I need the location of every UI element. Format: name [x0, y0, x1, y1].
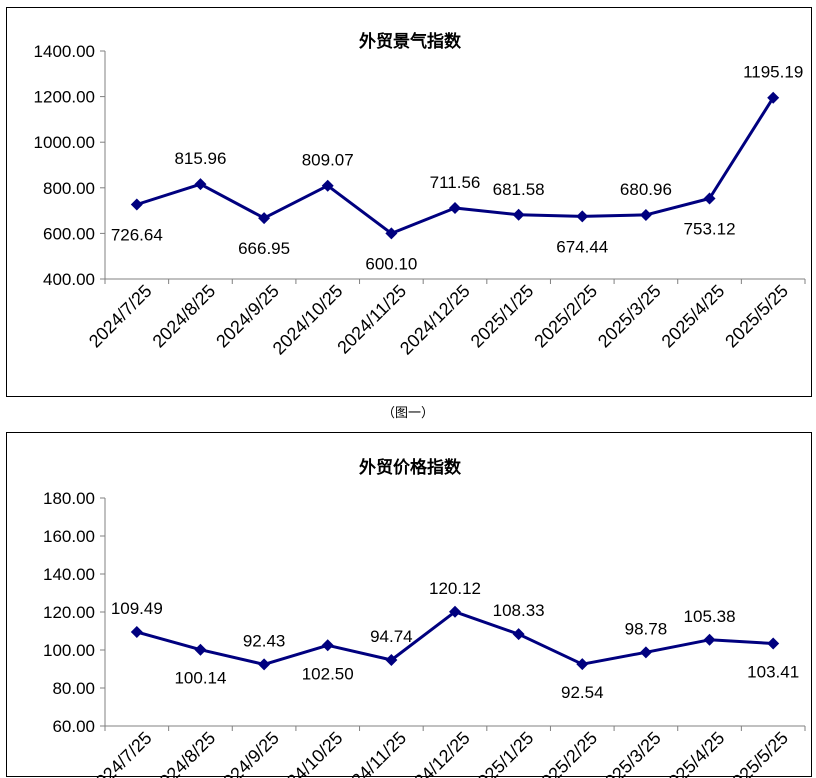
y-tick-label: 80.00 — [52, 679, 95, 698]
x-tick-label: 2025/1/25 — [467, 281, 538, 352]
x-tick-label: 2025/5/25 — [721, 281, 792, 352]
data-label: 109.49 — [111, 599, 163, 618]
data-point-marker — [194, 178, 207, 191]
chart-panel-trade-climate: 外贸景气指数 400.00 600.00 800.00 1000.00 1200.00 14… — [6, 7, 812, 397]
data-point-marker — [576, 210, 589, 223]
chart-title: 外贸景气指数 — [359, 31, 462, 52]
data-point-marker — [385, 653, 398, 666]
data-point-marker — [703, 192, 716, 205]
data-point-marker — [639, 208, 652, 221]
data-label: 108.33 — [493, 601, 545, 620]
y-tick-label: 120.00 — [43, 603, 95, 622]
data-point-marker — [130, 198, 143, 211]
y-tick-label: 1400.00 — [34, 42, 95, 61]
data-point-marker — [321, 179, 334, 192]
data-label: 711.56 — [430, 173, 481, 192]
y-tick-label: 600.00 — [43, 224, 95, 243]
y-tick-label: 1200.00 — [34, 88, 95, 107]
data-point-marker — [512, 208, 525, 221]
x-tick-label: 2025/2/25 — [530, 728, 601, 778]
data-point-marker — [258, 658, 271, 671]
y-tick-label: 400.00 — [43, 270, 95, 289]
data-label: 103.41 — [747, 663, 799, 682]
data-label: 680.96 — [620, 180, 672, 199]
x-tick-label: 2024/10/25 — [269, 728, 347, 778]
x-tick-label: 2024/8/25 — [149, 728, 220, 778]
x-tick-label: 2025/5/25 — [721, 728, 792, 778]
data-label: 809.07 — [302, 151, 354, 170]
data-label: 92.54 — [561, 683, 604, 702]
x-tick-label: 2024/9/25 — [212, 728, 283, 778]
data-point-marker — [258, 212, 271, 225]
chart-title: 外贸价格指数 — [359, 457, 462, 478]
data-label: 120.12 — [429, 579, 481, 598]
data-label: 92.43 — [243, 631, 286, 650]
trade-climate-chart: 外贸景气指数 400.00 600.00 800.00 1000.00 1200.00 14… — [34, 31, 806, 359]
x-tick-label: 2025/3/25 — [594, 281, 665, 352]
data-label: 1195.19 — [743, 63, 803, 82]
x-tick-label: 2024/11/25 — [333, 728, 410, 778]
data-point-marker — [449, 201, 461, 214]
data-label: 98.78 — [625, 619, 668, 638]
x-tick-label: 2024/12/25 — [396, 728, 474, 778]
data-point-marker — [321, 639, 334, 652]
x-tick-label: 2025/4/25 — [658, 281, 729, 352]
series-line — [136, 610, 774, 666]
x-tick-label: 2025/3/25 — [594, 728, 665, 778]
data-point-marker — [639, 646, 652, 659]
data-label: 674.44 — [556, 237, 608, 256]
x-tick-label: 2024/8/25 — [149, 281, 220, 352]
data-label: 105.38 — [684, 607, 736, 626]
data-label: 753.12 — [684, 219, 736, 238]
x-tick-label: 2024/7/25 — [85, 281, 156, 352]
y-tick-label: 100.00 — [43, 641, 95, 660]
x-tick-label: 2025/2/25 — [530, 281, 601, 352]
data-point-marker — [194, 643, 207, 656]
trade-price-chart: 外贸价格指数 60.00 80.00 100.00 120.00 140.00 160.00… — [43, 457, 806, 778]
data-point-marker — [703, 633, 716, 646]
y-tick-label: 800.00 — [43, 179, 95, 198]
data-label: 102.50 — [302, 664, 354, 683]
y-tick-label: 60.00 — [52, 717, 95, 736]
data-point-marker — [767, 637, 780, 650]
data-point-marker — [385, 227, 398, 240]
y-tick-label: 1000.00 — [34, 133, 95, 152]
figure-caption: （图一） — [381, 406, 434, 421]
data-label: 600.10 — [365, 254, 417, 273]
x-tick-label: 2025/4/25 — [658, 728, 729, 778]
data-point-marker — [130, 625, 143, 638]
data-label: 94.74 — [370, 627, 413, 646]
data-point-marker — [512, 628, 525, 641]
y-tick-label: 180.00 — [43, 489, 95, 508]
chart-panel-trade-price: 外贸价格指数 60.00 80.00 100.00 120.00 140.00 160.00… — [6, 432, 812, 778]
data-point-marker — [576, 658, 589, 671]
data-label: 815.96 — [174, 149, 226, 168]
y-tick-label: 140.00 — [43, 565, 95, 584]
data-label: 681.58 — [493, 180, 545, 199]
y-tick-label: 160.00 — [43, 527, 95, 546]
x-tick-label: 2025/1/25 — [467, 728, 538, 778]
data-label: 726.64 — [111, 226, 163, 245]
x-tick-label: 2024/7/25 — [85, 728, 156, 778]
data-point-marker — [449, 605, 461, 618]
data-point-marker — [767, 91, 780, 104]
data-label: 666.95 — [238, 239, 290, 258]
data-label: 100.14 — [174, 669, 226, 688]
